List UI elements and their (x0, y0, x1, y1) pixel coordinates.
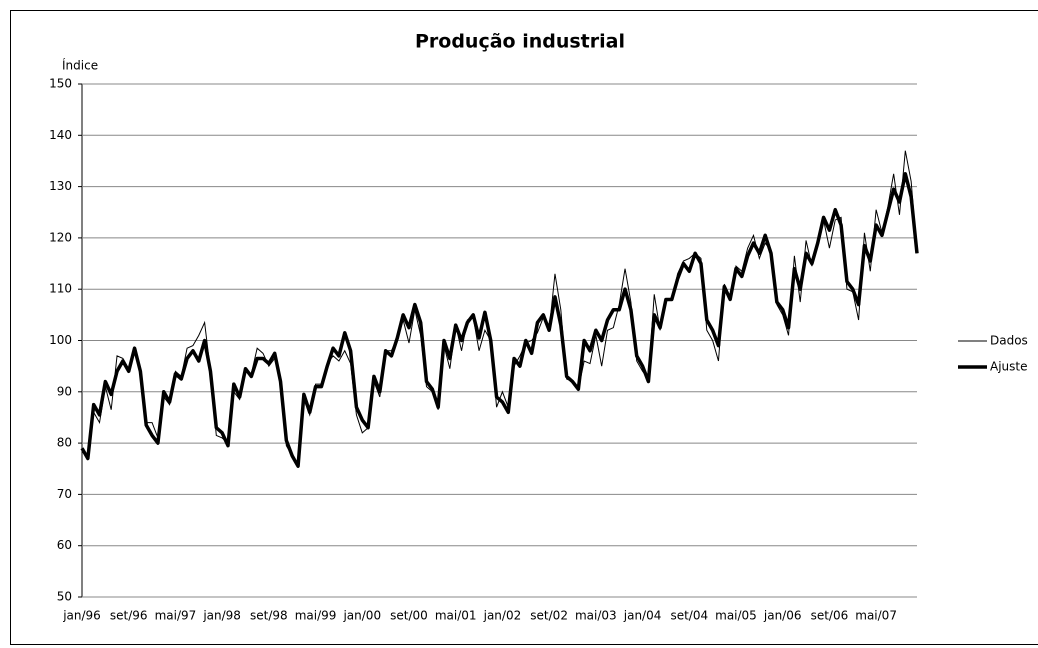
x-tick-label: mai/97 (155, 609, 197, 623)
y-tick-label: 110 (49, 282, 72, 296)
y-tick-label: 90 (57, 384, 72, 398)
x-tick-label: set/02 (530, 609, 568, 623)
series-line (80, 172, 919, 468)
x-tick-label: jan/98 (202, 609, 241, 623)
y-axis-label: Índice (62, 58, 98, 73)
x-tick-label: jan/02 (483, 609, 522, 623)
x-tick-label: set/04 (670, 609, 708, 623)
x-tick-label: mai/07 (855, 609, 897, 623)
y-tick-label: 50 (57, 590, 72, 604)
y-tick-label: 60 (57, 538, 72, 552)
y-tick-label: 120 (49, 230, 72, 244)
x-tick-label: set/06 (811, 609, 849, 623)
x-tick-label: mai/99 (295, 609, 337, 623)
y-tick-label: 130 (49, 179, 72, 193)
x-tick-label: jan/06 (763, 609, 802, 623)
x-tick-label: jan/04 (623, 609, 662, 623)
x-tick-label: jan/00 (342, 609, 381, 623)
x-tick-label: jan/96 (62, 609, 101, 623)
legend-label: Ajuste (990, 360, 1028, 374)
y-tick-label: 150 (49, 77, 72, 91)
chart-title: Produção industrial (415, 31, 625, 53)
x-tick-label: mai/05 (715, 609, 757, 623)
x-tick-label: mai/03 (575, 609, 617, 623)
y-tick-label: 80 (57, 436, 72, 450)
x-tick-label: set/96 (110, 609, 148, 623)
x-tick-label: set/00 (390, 609, 428, 623)
x-tick-label: mai/01 (435, 609, 477, 623)
legend-label: Dados (990, 334, 1028, 348)
x-tick-label: set/98 (250, 609, 288, 623)
y-tick-label: 140 (49, 128, 72, 142)
y-tick-label: 70 (57, 487, 72, 501)
chart-frame (10, 10, 1038, 645)
y-tick-label: 100 (49, 333, 72, 347)
